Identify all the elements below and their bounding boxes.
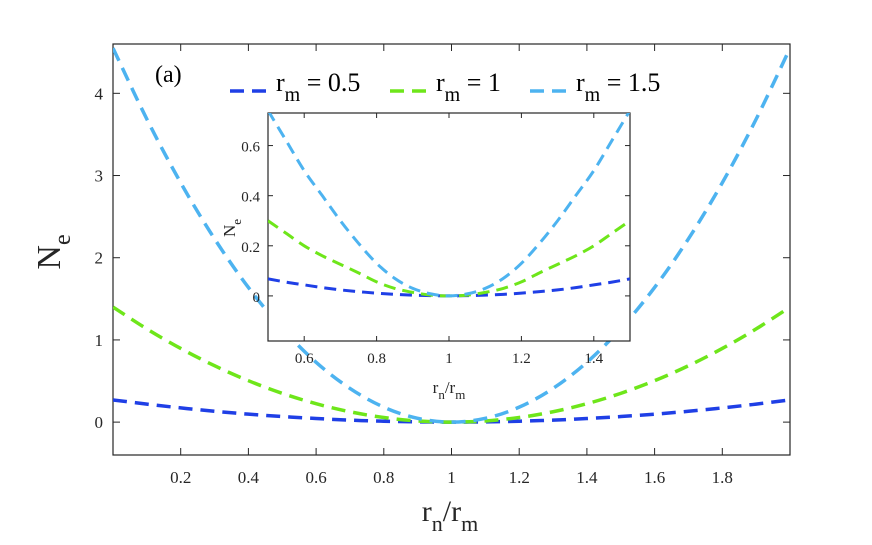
inset-y-tick-label-0: 0: [253, 290, 261, 306]
main-y-axis-label: Ne: [31, 234, 76, 269]
inset-x-tick-label-1-4: 1.4: [584, 351, 603, 367]
main-x-axis-label-sep: /: [443, 495, 452, 528]
legend-label-rm-1-5-sub: m: [585, 84, 601, 106]
legend-label-rm-0-5-base: r: [276, 68, 285, 97]
legend-label-rm-1-rest: = 1: [460, 68, 501, 97]
inset-x-axis-label-base: r: [433, 378, 439, 397]
main-x-tick-label-0-2: 0.2: [170, 468, 191, 487]
main-y-tick-label-1: 1: [95, 331, 104, 350]
legend-label-rm-1-5: rm = 1.5: [576, 68, 660, 106]
inset-y-axis-label: Ne: [220, 219, 244, 237]
inset-x-axis-label-base2: r: [450, 378, 456, 397]
legend: rm = 0.5 rm = 1 rm = 1.5: [230, 68, 660, 106]
main-x-tick-label-1-2: 1.2: [509, 468, 530, 487]
legend-label-rm-0-5-sub: m: [285, 84, 301, 106]
inset-x-axis-label-sub: n: [438, 387, 445, 402]
inset-y-tick-label-0-4: 0.4: [241, 190, 260, 206]
inset-x-axis-label: rn/rm: [433, 378, 466, 402]
main-x-tick-label-1-4: 1.4: [576, 468, 598, 487]
main-y-axis-label-base: N: [31, 245, 68, 270]
main-x-tick-label-0-8: 0.8: [373, 468, 394, 487]
main-y-ticks: 0 1 2 3 4: [95, 84, 790, 432]
main-y-tick-label-3: 3: [95, 167, 104, 186]
main-x-tick-label-1-6: 1.6: [644, 468, 665, 487]
main-x-axis-label-sub2: m: [461, 511, 478, 536]
inset-x-tick-label-0-6: 0.6: [295, 351, 314, 367]
inset-plot: 0.6 0.8 1 1.2 1.4 00.20.40.6 Ne rn/rm: [220, 112, 631, 402]
inset-y-axis-label-base: N: [220, 225, 239, 237]
main-x-axis-label: rn/rm: [422, 495, 478, 536]
main-y-tick-label-4: 4: [95, 84, 104, 103]
legend-label-rm-1-5-rest: = 1.5: [600, 68, 660, 97]
main-x-tick-label-0-4: 0.4: [238, 468, 260, 487]
main-series-group: [113, 47, 790, 424]
legend-label-rm-1-base: r: [436, 68, 445, 97]
inset-y-tick-label-0-6: 0.6: [241, 140, 260, 156]
inset-y-tick-label-0-2: 0.2: [241, 240, 260, 256]
main-series-line-r-m-1: [113, 305, 790, 424]
main-y-tick-label-0: 0: [95, 413, 104, 432]
main-x-axis-label-sub: n: [432, 511, 443, 536]
inset-y-axis-label-sub: e: [229, 219, 244, 225]
main-x-ticks: 0.2 0.4 0.6 0.8 1 1.2 1.4 1.6 1.8: [170, 44, 733, 487]
legend-label-rm-1-5-base: r: [576, 68, 585, 97]
main-x-tick-label-1: 1: [447, 468, 456, 487]
panel-label: (a): [155, 62, 182, 88]
legend-label-rm-0-5: rm = 0.5: [276, 68, 360, 106]
legend-label-rm-0-5-rest: = 0.5: [300, 68, 360, 97]
legend-label-rm-1: rm = 1: [436, 68, 501, 106]
legend-label-rm-1-sub: m: [445, 84, 461, 106]
inset-plot-frame: [267, 112, 631, 342]
inset-series-line-r-m-1-5: [268, 113, 630, 298]
main-x-tick-label-0-6: 0.6: [305, 468, 326, 487]
inset-x-axis-label-sep: /: [445, 378, 450, 397]
inset-y-ticks: 0 0.2 0.4 0.6: [241, 140, 630, 306]
main-x-tick-label-1-8: 1.8: [712, 468, 733, 487]
inset-x-tick-label-1: 1: [445, 351, 453, 367]
inset-x-tick-label-1-2: 1.2: [512, 351, 531, 367]
inset-series-group: [268, 113, 630, 298]
inset-x-axis-label-sub2: m: [455, 387, 465, 402]
main-series-line-r-m-1-5: [113, 47, 790, 424]
main-y-tick-label-2: 2: [95, 249, 104, 268]
inset-x-tick-label-0-8: 0.8: [367, 351, 386, 367]
main-y-axis-label-sub: e: [50, 234, 76, 245]
inset-x-ticks: 0.6 0.8 1 1.2 1.4: [295, 113, 604, 367]
main-x-axis-label-base: r: [422, 495, 432, 528]
main-x-axis-label-base2: r: [451, 495, 461, 528]
